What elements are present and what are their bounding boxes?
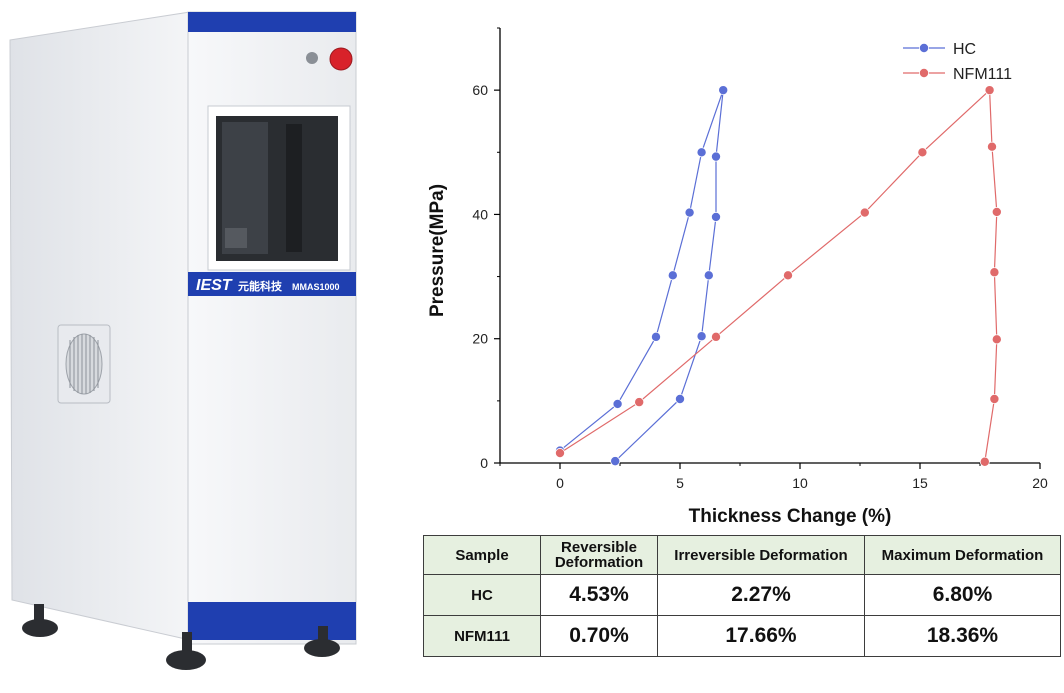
y-axis-title: Pressure(MPa) bbox=[427, 184, 448, 317]
data-point-nfm111 bbox=[991, 206, 1002, 217]
data-point-nfm111 bbox=[782, 270, 793, 281]
header-sample: Sample bbox=[423, 535, 541, 575]
y-tick-label: 20 bbox=[472, 331, 488, 347]
table-row: NFM111 0.70% 17.66% 18.36% bbox=[423, 615, 1061, 657]
sample-cell: NFM111 bbox=[423, 615, 541, 657]
data-point-hc bbox=[710, 151, 721, 162]
x-axis-title: Thickness Change (%) bbox=[689, 506, 892, 527]
grey-button bbox=[306, 52, 318, 64]
irreversible-cell: 17.66% bbox=[657, 615, 865, 657]
reversible-cell: 4.53% bbox=[540, 574, 658, 616]
legend-marker-nfm111 bbox=[919, 68, 930, 79]
sample-cell: HC bbox=[423, 574, 541, 616]
data-point-nfm111 bbox=[634, 397, 645, 408]
table-row: HC 4.53% 2.27% 6.80% bbox=[423, 574, 1061, 616]
data-point-nfm111 bbox=[917, 147, 928, 158]
table-header-row: Sample Reversible Deformation Irreversib… bbox=[423, 535, 1061, 575]
data-point-hc bbox=[703, 270, 714, 281]
x-tick-label: 0 bbox=[556, 475, 564, 491]
data-point-hc bbox=[650, 331, 661, 342]
data-point-nfm111 bbox=[989, 393, 1000, 404]
x-tick-label: 20 bbox=[1032, 475, 1048, 491]
y-tick-label: 40 bbox=[472, 206, 488, 222]
data-point-hc bbox=[718, 85, 729, 96]
y-tick-label: 60 bbox=[472, 82, 488, 98]
brand-logo: IEST bbox=[196, 277, 233, 294]
data-point-nfm111 bbox=[989, 267, 1000, 278]
data-point-nfm111 bbox=[859, 207, 870, 218]
data-point-nfm111 bbox=[991, 334, 1002, 345]
series-line-nfm111 bbox=[559, 88, 998, 462]
data-point-hc bbox=[612, 398, 623, 409]
data-point-hc bbox=[667, 270, 678, 281]
data-point-nfm111 bbox=[984, 85, 995, 96]
pressure-thickness-chart: 0 5 10 15 20 0 20 40 60 HC NFM111 Thickness Change… bbox=[427, 27, 1048, 527]
data-point-hc bbox=[610, 456, 621, 467]
deformation-results-table: Sample Reversible Deformation Irreversib… bbox=[423, 535, 1061, 657]
maximum-cell: 6.80% bbox=[864, 574, 1061, 616]
data-point-hc bbox=[696, 331, 707, 342]
mmas1000-instrument-image: IEST 元能科技 MMAS1000 bbox=[9, 11, 357, 670]
data-point-nfm111 bbox=[987, 141, 998, 152]
brand-chinese: 元能科技 bbox=[238, 279, 283, 293]
data-point-hc bbox=[696, 147, 707, 158]
x-tick-label: 10 bbox=[792, 475, 808, 491]
data-point-hc bbox=[684, 207, 695, 218]
red-stop-button bbox=[329, 47, 353, 71]
header-maximum: Maximum Deformation bbox=[864, 535, 1061, 575]
x-tick-label: 15 bbox=[912, 475, 928, 491]
maximum-cell: 18.36% bbox=[864, 615, 1061, 657]
data-point-nfm111 bbox=[979, 456, 990, 467]
legend-label-hc: HC bbox=[953, 41, 976, 58]
legend-marker-hc bbox=[919, 43, 930, 54]
header-reversible: Reversible Deformation bbox=[540, 535, 658, 575]
model-label: MMAS1000 bbox=[292, 282, 340, 292]
header-irreversible: Irreversible Deformation bbox=[657, 535, 865, 575]
data-point-nfm111 bbox=[554, 448, 565, 459]
data-point-nfm111 bbox=[710, 331, 721, 342]
irreversible-cell: 2.27% bbox=[657, 574, 865, 616]
reversible-cell: 0.70% bbox=[540, 615, 658, 657]
data-point-hc bbox=[674, 393, 685, 404]
data-point-hc bbox=[710, 211, 721, 222]
legend-label-nfm111: NFM111 bbox=[953, 66, 1012, 83]
y-tick-label: 0 bbox=[480, 455, 488, 471]
x-tick-label: 5 bbox=[676, 475, 684, 491]
